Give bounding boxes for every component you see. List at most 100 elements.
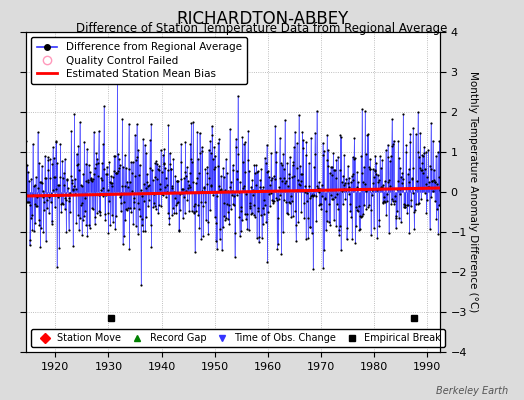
Point: [304, 234, 312, 241]
Point: [410, 226, 419, 232]
Point: [376, 153, 384, 160]
Legend: Station Move, Record Gap, Time of Obs. Change, Empirical Break: Station Move, Record Gap, Time of Obs. C…: [31, 329, 445, 347]
Point: [364, 204, 372, 210]
Point: [101, 217, 110, 223]
Point: [357, 153, 365, 160]
Point: [368, 192, 376, 199]
Point: [418, 152, 426, 158]
Point: [321, 195, 329, 202]
Point: [177, 159, 185, 166]
Point: [110, 168, 118, 174]
Point: [204, 231, 213, 237]
Point: [429, 188, 438, 194]
Point: [133, 230, 141, 237]
Point: [353, 184, 361, 190]
Point: [300, 200, 308, 206]
Point: [208, 132, 216, 138]
Point: [231, 230, 239, 237]
Point: [62, 229, 71, 235]
Point: [137, 282, 145, 288]
Point: [387, 142, 396, 149]
Point: [214, 163, 222, 170]
Point: [60, 156, 69, 162]
Point: [154, 166, 162, 172]
Point: [303, 198, 311, 204]
Point: [33, 203, 41, 209]
Point: [328, 164, 336, 170]
Point: [384, 141, 392, 148]
Point: [63, 177, 71, 183]
Point: [61, 206, 69, 212]
Point: [335, 232, 343, 238]
Point: [134, 147, 143, 153]
Point: [394, 138, 402, 145]
Point: [232, 136, 241, 142]
Point: [397, 218, 405, 225]
Point: [429, 138, 437, 144]
Point: [93, 210, 101, 216]
Point: [136, 213, 145, 219]
Point: [301, 183, 309, 190]
Point: [371, 152, 379, 159]
Point: [91, 165, 99, 172]
Point: [193, 128, 201, 135]
Point: [96, 187, 105, 194]
Point: [389, 138, 398, 144]
Point: [133, 121, 141, 128]
Point: [343, 225, 352, 232]
Point: [117, 199, 126, 206]
Point: [300, 214, 308, 221]
Point: [412, 178, 421, 184]
Point: [89, 176, 97, 182]
Point: [411, 131, 420, 137]
Point: [343, 236, 351, 242]
Point: [436, 202, 444, 208]
Point: [161, 194, 170, 200]
Point: [347, 214, 355, 220]
Point: [144, 203, 152, 209]
Point: [47, 190, 55, 197]
Point: [208, 123, 216, 129]
Point: [103, 171, 111, 177]
Point: [77, 182, 85, 188]
Point: [286, 154, 294, 160]
Point: [59, 170, 68, 176]
Point: [313, 184, 322, 191]
Point: [337, 134, 345, 140]
Point: [374, 172, 382, 178]
Point: [170, 189, 178, 196]
Point: [165, 215, 173, 221]
Point: [133, 154, 141, 160]
Point: [391, 225, 400, 232]
Point: [138, 222, 147, 229]
Point: [185, 184, 194, 190]
Point: [254, 208, 263, 214]
Point: [348, 154, 357, 160]
Point: [332, 222, 340, 229]
Point: [346, 179, 355, 185]
Point: [186, 141, 194, 148]
Point: [389, 141, 398, 148]
Point: [124, 120, 133, 127]
Point: [381, 147, 390, 154]
Point: [219, 224, 227, 230]
Point: [372, 171, 380, 178]
Point: [300, 188, 309, 195]
Point: [251, 214, 259, 220]
Point: [139, 136, 147, 142]
Point: [396, 191, 404, 198]
Point: [369, 180, 377, 186]
Point: [439, 200, 447, 206]
Point: [277, 251, 286, 258]
Point: [294, 176, 302, 183]
Point: [345, 174, 354, 181]
Point: [242, 190, 250, 197]
Point: [399, 111, 407, 118]
Point: [130, 199, 138, 206]
Point: [135, 206, 143, 212]
Point: [275, 184, 283, 191]
Point: [152, 158, 160, 164]
Point: [411, 207, 419, 213]
Point: [354, 179, 362, 186]
Point: [248, 186, 257, 193]
